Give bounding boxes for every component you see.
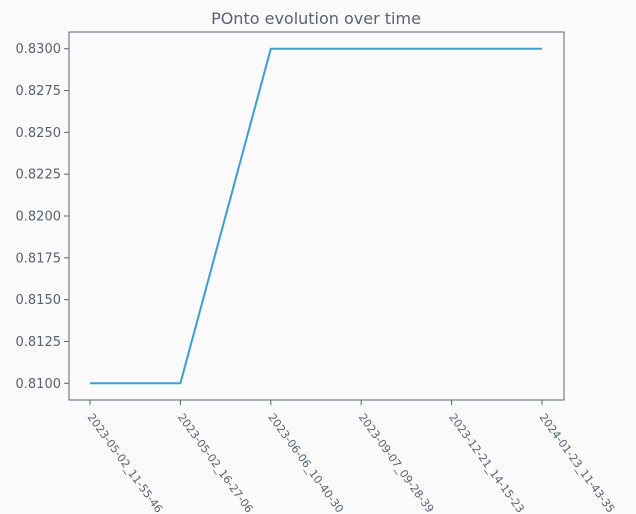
y-tick-label: 0.8250 [16, 126, 62, 141]
x-tick-label: 2023-12-21_14-15-23 [446, 411, 527, 514]
y-tick-label: 0.8175 [16, 251, 62, 266]
y-tick-label: 0.8225 [16, 168, 62, 183]
y-tick-label: 0.8150 [16, 293, 62, 308]
x-axis: 2023-05-02_11-55-46 2023-05-02_16-27-06 20… [85, 400, 618, 514]
x-tick-label: 2023-06-06_10-40-30 [265, 411, 346, 514]
x-tick-label: 2023-05-02_11-55-46 [85, 411, 166, 514]
y-tick-label: 0.8300 [16, 42, 62, 57]
y-tick-label: 0.8125 [16, 335, 62, 350]
chart-title: POnto evolution over time [211, 9, 421, 28]
x-tick-label: 2023-05-02_16-27-06 [175, 411, 256, 514]
y-tick-label: 0.8200 [16, 210, 62, 225]
y-tick-label: 0.8275 [16, 84, 62, 99]
x-tick-label: 2023-09-07_09-28-39 [356, 411, 437, 514]
y-tick-label: 0.8100 [16, 377, 62, 392]
y-axis: 0.8100 0.8125 0.8150 0.8175 0.8200 0.8225 0.82… [16, 42, 69, 392]
x-tick-label: 2024-01-23_11-43-35 [537, 411, 618, 514]
series-line [90, 47, 542, 385]
plot-area-frame [68, 31, 565, 401]
series-layer [90, 47, 542, 385]
